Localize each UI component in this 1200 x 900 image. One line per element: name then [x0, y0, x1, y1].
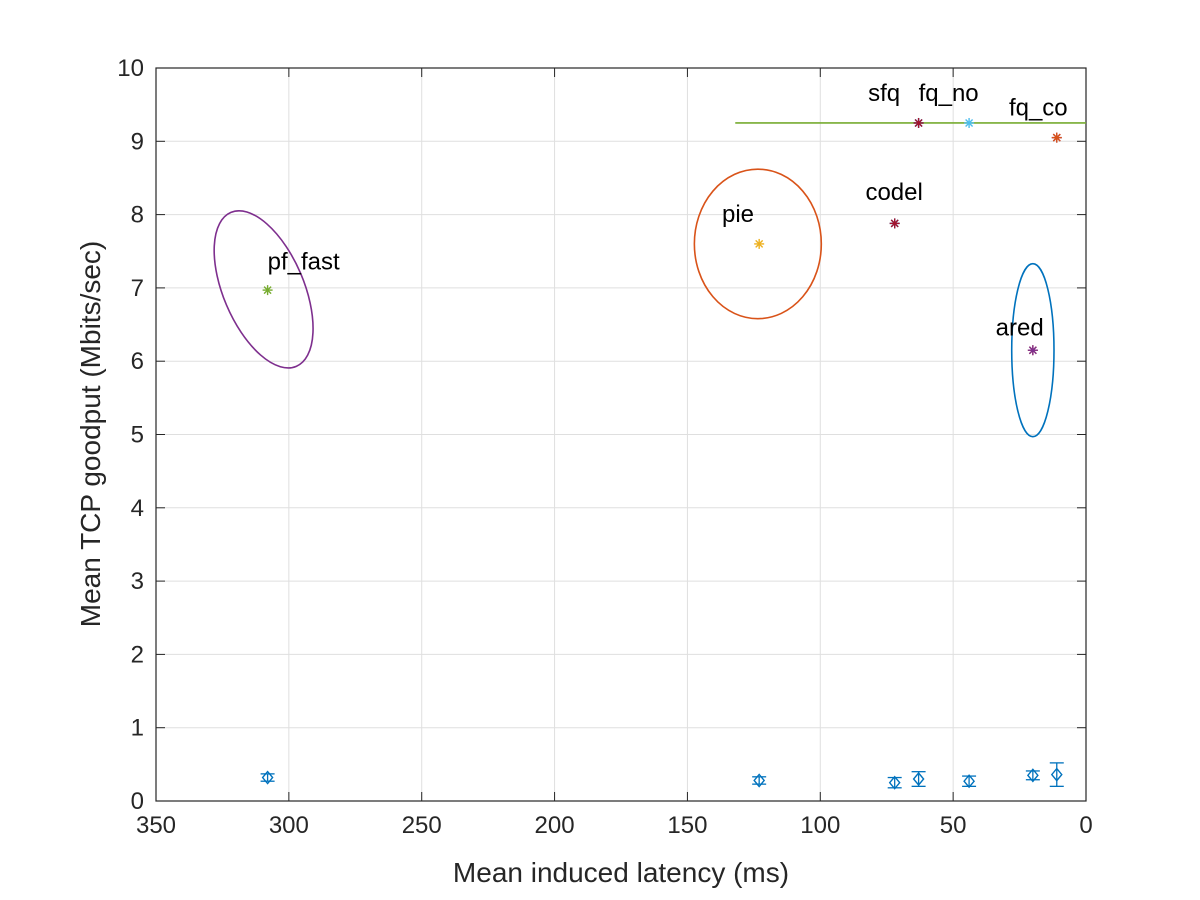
y-tick-label: 10: [117, 55, 144, 82]
latency-marker: [752, 773, 767, 788]
goodput-point: [754, 238, 765, 249]
x-axis-label: Mean induced latency (ms): [453, 857, 789, 888]
latency-diamond: [912, 771, 925, 787]
x-tick-label: 100: [800, 812, 840, 839]
x-tick-label: 350: [136, 812, 176, 839]
latency-diamond: [963, 774, 975, 789]
x-tick-label: 0: [1079, 812, 1092, 839]
latency-diamond: [1050, 767, 1063, 782]
latency-marker: [260, 770, 275, 785]
x-tick-label: 200: [535, 812, 575, 839]
goodput-point-stroke: [1052, 133, 1061, 142]
y-tick-label: 7: [131, 275, 144, 302]
point-label: pie: [722, 201, 754, 228]
confidence-ellipse: [693, 168, 823, 320]
latency-marker: [1049, 762, 1064, 787]
point-label: codel: [865, 179, 922, 206]
latency-marker: [911, 771, 926, 787]
y-tick-label: 9: [131, 128, 144, 155]
latency-marker: [1025, 768, 1040, 783]
goodput-point-stroke: [890, 219, 899, 228]
y-tick-label: 2: [131, 641, 144, 668]
y-tick-label: 1: [131, 715, 144, 742]
goodput-point: [262, 285, 273, 296]
goodput-point: [1051, 132, 1062, 143]
confidence-ellipse: [213, 209, 314, 369]
y-tick-label: 5: [131, 422, 144, 449]
y-tick-label: 6: [131, 348, 144, 375]
latency-diamond: [753, 773, 766, 788]
goodput-point-stroke: [965, 118, 974, 127]
plot-frame: [155, 67, 1087, 802]
goodput-point: [913, 117, 924, 128]
latency-marker: [887, 775, 902, 790]
latency-diamond: [261, 770, 274, 785]
y-tick-label: 3: [131, 568, 144, 595]
point-label: fq_no: [919, 80, 979, 107]
y-tick-label: 8: [131, 202, 144, 229]
x-tick-label: 250: [402, 812, 442, 839]
goodput-point-stroke: [914, 118, 923, 127]
x-tick-label: 300: [269, 812, 309, 839]
confidence-ellipse: [1010, 262, 1055, 438]
goodput-point-stroke: [1028, 346, 1037, 355]
goodput-point-stroke: [755, 239, 764, 248]
y-axis-label: Mean TCP goodput (Mbits/sec): [75, 241, 106, 627]
point-label: ared: [996, 315, 1044, 342]
y-tick-label: 4: [131, 495, 144, 522]
goodput-point: [889, 218, 900, 229]
x-tick-label: 50: [940, 812, 967, 839]
latency-diamond: [888, 775, 901, 790]
y-tick-label: 0: [131, 788, 144, 815]
x-tick-label: 150: [667, 812, 707, 839]
axes: 350 300 250 200 150 100 50 0 0 1 2 3 4 5 6 7 8 9 10: [117, 55, 1092, 839]
latency-diamond: [1026, 768, 1039, 783]
goodput-point: [1027, 345, 1038, 356]
point-label: pf_fast: [268, 249, 340, 276]
point-label: fq_co: [1009, 95, 1068, 122]
latency-marker: [962, 774, 977, 789]
goodput-point-stroke: [263, 286, 272, 295]
point-label: sfq: [868, 80, 900, 107]
goodput-point: [964, 117, 975, 128]
